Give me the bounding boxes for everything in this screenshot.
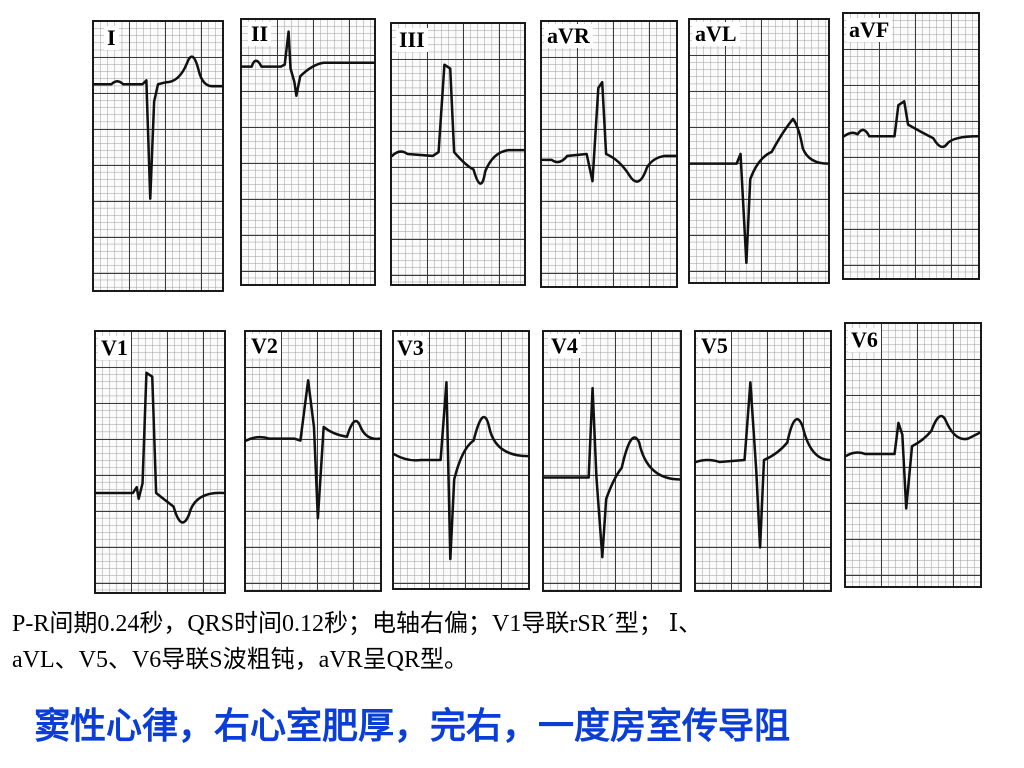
ecg-strip-iii [390, 22, 526, 286]
lead-label-v2: V2 [248, 334, 281, 358]
ecg-trace-v3 [392, 381, 530, 561]
ecg-strip-v5 [694, 330, 832, 592]
ecg-trace-v1 [94, 371, 226, 524]
findings-line-1: P-R间期0.24秒，QRS时间0.12秒；电轴右偏；V1导联rSR´型； Ⅰ、 [12, 611, 703, 637]
ecg-strip-ii [240, 18, 376, 286]
ecg-trace-avf [842, 100, 980, 149]
lead-label-avf: aVF [846, 18, 893, 42]
ecg-trace-v6 [844, 414, 982, 510]
ecg-strip-i [92, 20, 224, 292]
ecg-strip-avf [842, 12, 980, 280]
ecg-strip-v4 [542, 330, 682, 592]
ecg-strip-v2 [244, 330, 382, 592]
ecg-trace-ii [240, 30, 376, 97]
ecg-strip-v3 [392, 330, 530, 590]
ecg-trace-iii [390, 63, 526, 185]
lead-label-i: I [104, 26, 119, 50]
lead-label-iii: III [396, 28, 428, 52]
ecg-findings-text: P-R间期0.24秒，QRS时间0.12秒；电轴右偏；V1导联rSR´型； Ⅰ、… [12, 606, 1012, 678]
ecg-strip-avr [540, 20, 678, 288]
lead-label-v3: V3 [394, 336, 427, 360]
ecg-strip-avl [688, 18, 830, 284]
ecg-trace-i [92, 55, 224, 200]
ecg-trace-avr [540, 80, 678, 183]
lead-label-ii: II [248, 22, 272, 46]
ecg-trace-v4 [542, 386, 682, 559]
ecg-trace-v5 [694, 381, 832, 549]
ecg-strip-v1 [94, 330, 226, 594]
lead-label-v4: V4 [548, 334, 581, 358]
ecg-diagnosis-text: 窦性心律，右心室肥厚，完右，一度房室传导阻 [34, 706, 791, 747]
lead-label-v6: V6 [848, 328, 881, 352]
lead-label-v1: V1 [98, 336, 131, 360]
lead-label-avr: aVR [544, 24, 593, 48]
lead-label-v5: V5 [698, 334, 731, 358]
ecg-trace-avl [688, 117, 830, 265]
ecg-strip-v6 [844, 322, 982, 588]
findings-line-2: aVL、V5、V6导联S波粗钝，aVR呈QR型。 [12, 647, 468, 673]
ecg-trace-v2 [244, 379, 382, 520]
lead-label-avl: aVL [692, 22, 740, 46]
